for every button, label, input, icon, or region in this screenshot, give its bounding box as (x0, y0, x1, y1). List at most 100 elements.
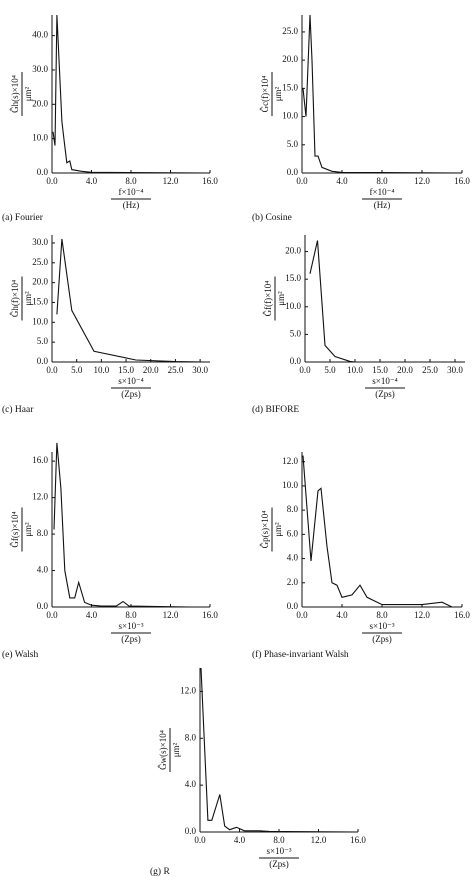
y-axis-unit: μm² (276, 291, 286, 306)
x-tick-label: 20.0 (143, 365, 159, 375)
y-axis-label: Ĝp(s)×10⁴ (260, 511, 270, 549)
x-tick-label: 4.0 (86, 176, 98, 186)
panel: 0.0 10.0 20.0 30.0 40.0 0.0 4.0 8.0 12.0 16.0 f×10… (2, 14, 218, 223)
y-tick-label: 5.0 (37, 336, 49, 346)
x-axis-unit: (Zps) (372, 634, 392, 644)
y-tick-label: 5.0 (290, 328, 302, 338)
y-axis-unit: μm² (273, 86, 283, 101)
y-axis-label: Ĝc(f)×10⁴ (260, 76, 270, 113)
x-axis-label: f×10⁻⁴ (119, 187, 144, 197)
y-tick-label: 0.0 (287, 167, 299, 177)
x-axis-unit: (Hz) (374, 200, 391, 210)
y-tick-label: 4.0 (37, 565, 49, 575)
y-tick-label: 0.0 (37, 356, 49, 366)
x-tick-label: 16.0 (454, 176, 470, 186)
panel-caption: (e) Walsh (2, 649, 39, 660)
y-axis-unit: μm² (171, 742, 181, 757)
x-tick-label: 0.0 (194, 835, 206, 845)
spectrum-line (53, 442, 210, 608)
y-axis-unit: μm² (273, 522, 283, 537)
y-tick-label: 40.0 (32, 30, 48, 40)
spectrum-line (302, 455, 462, 608)
x-tick-label: 8.0 (273, 835, 285, 845)
x-tick-label: 10.0 (347, 365, 363, 375)
y-tick-label: 25.0 (282, 26, 298, 36)
y-tick-label: 30.0 (32, 64, 48, 74)
x-tick-label: 15.0 (372, 365, 388, 375)
y-tick-label: 20.0 (32, 277, 48, 287)
x-tick-label: 20.0 (397, 365, 413, 375)
y-tick-label: 4.0 (185, 779, 197, 789)
x-tick-label: 12.0 (163, 610, 179, 620)
x-tick-label: 25.0 (168, 365, 184, 375)
x-tick-label: 0.0 (46, 176, 58, 186)
x-axis-unit: (Hz) (123, 200, 140, 210)
spectrum-line (52, 14, 211, 174)
y-tick-label: 20.0 (32, 98, 48, 108)
panel: 0.0 4.0 8.0 12.0 0.0 4.0 8.0 12.0 16.0 s×10⁻³ (Zps… (150, 667, 366, 877)
x-axis-label: s×10⁻⁴ (372, 376, 397, 386)
panel: 0.0 2.0 4.0 6.0 8.0 10.0 12.0 0.0 4.0 8.0 12.0 16.0… (252, 452, 470, 660)
x-tick-label: 12.0 (414, 176, 430, 186)
x-tick-label: 0.0 (299, 365, 311, 375)
y-tick-label: 12.0 (32, 492, 48, 502)
x-tick-label: 10.0 (94, 365, 110, 375)
y-axis-label: Ĝf(s)×10⁴ (10, 511, 20, 547)
x-tick-label: 8.0 (376, 176, 388, 186)
x-axis-label: s×10⁻³ (266, 846, 291, 856)
y-tick-label: 16.0 (32, 455, 48, 465)
y-tick-label: 12.0 (282, 456, 298, 466)
y-tick-label: 0.0 (37, 167, 49, 177)
panel: 0.0 5.0 10.0 15.0 20.0 25.0 0.0 4.0 8.0 12.0 16.0 f… (252, 14, 470, 223)
x-tick-label: 8.0 (376, 610, 388, 620)
x-tick-label: 5.0 (324, 365, 336, 375)
y-tick-label: 20.0 (282, 54, 298, 64)
y-axis-unit: μm² (23, 86, 33, 101)
x-tick-label: 0.0 (46, 365, 58, 375)
panel: 0.0 5.0 10.0 15.0 20.0 0.0 5.0 10.0 15.0 20.0 25.0… (252, 235, 465, 415)
panel-caption: (g) R (150, 866, 170, 877)
y-axis-label: Ĝw(s)×10⁴ (158, 730, 168, 770)
x-tick-label: 0.0 (46, 610, 58, 620)
x-tick-label: 25.0 (422, 365, 438, 375)
x-axis-unit: (Zps) (269, 859, 289, 869)
y-tick-label: 10.0 (285, 301, 301, 311)
y-tick-label: 6.0 (287, 528, 299, 538)
x-tick-label: 16.0 (454, 610, 470, 620)
spectrum-line (56, 238, 206, 363)
x-tick-label: 16.0 (202, 176, 218, 186)
y-tick-label: 4.0 (287, 553, 299, 563)
x-tick-label: 15.0 (118, 365, 134, 375)
panel-caption: (a) Fourier (2, 212, 44, 223)
x-tick-label: 30.0 (192, 365, 208, 375)
x-axis-unit: (Zps) (121, 634, 141, 644)
y-tick-label: 8.0 (287, 504, 299, 514)
y-tick-label: 0.0 (287, 601, 299, 611)
y-tick-label: 15.0 (32, 297, 48, 307)
spectrum-line (200, 667, 359, 833)
spectrum-line (309, 240, 356, 363)
x-tick-label: 12.0 (311, 835, 327, 845)
panel: 0.0 4.0 8.0 12.0 16.0 0.0 4.0 8.0 12.0 16.0 s×10⁻³… (2, 442, 218, 660)
y-tick-label: 5.0 (287, 139, 299, 149)
x-axis-unit: (Zps) (121, 389, 141, 399)
x-tick-label: 4.0 (336, 610, 348, 620)
y-tick-label: 0.0 (37, 601, 49, 611)
x-tick-label: 4.0 (336, 176, 348, 186)
x-tick-label: 12.0 (414, 610, 430, 620)
y-tick-label: 30.0 (32, 237, 48, 247)
x-tick-label: 30.0 (447, 365, 463, 375)
x-tick-label: 0.0 (296, 176, 308, 186)
spectrum-line (302, 14, 463, 174)
y-tick-label: 15.0 (282, 82, 298, 92)
x-tick-label: 4.0 (86, 610, 98, 620)
y-axis-label: Ĝh(f)×10⁴ (10, 280, 20, 317)
panel-caption: (f) Phase-invariant Walsh (252, 649, 349, 660)
panel-caption: (c) Haar (2, 404, 34, 415)
x-tick-label: 0.0 (296, 610, 308, 620)
y-tick-label: 0.0 (290, 356, 302, 366)
panel-caption: (b) Cosine (252, 212, 292, 223)
panel-caption: (d) BIFORE (252, 404, 299, 415)
x-tick-label: 8.0 (125, 176, 137, 186)
